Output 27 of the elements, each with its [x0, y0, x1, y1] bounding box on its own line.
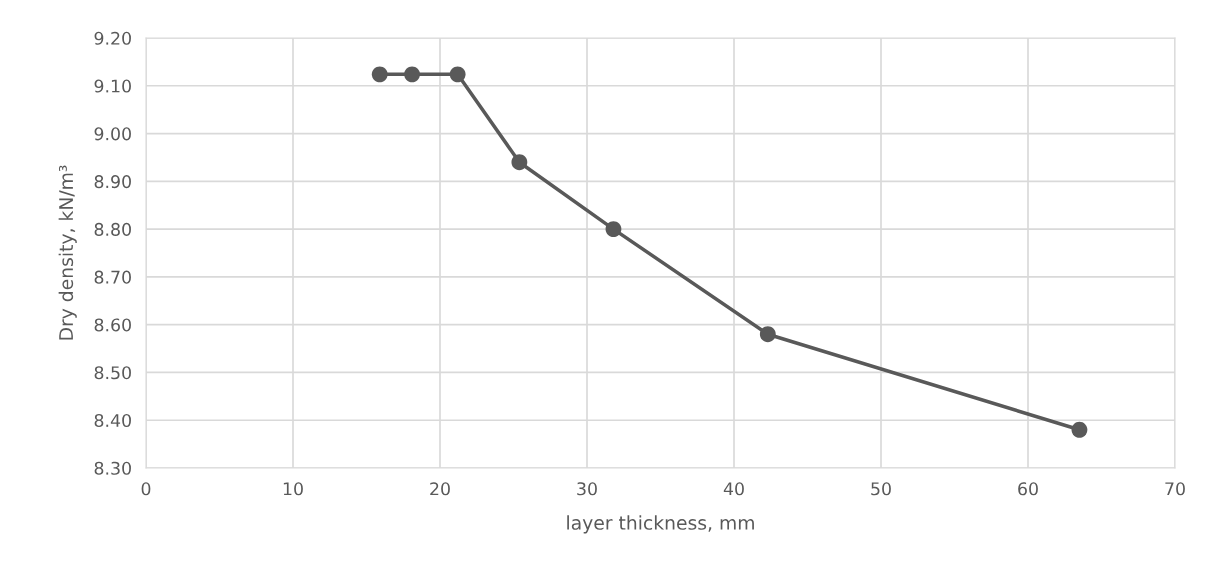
y-tick-label: 8.50	[94, 366, 131, 380]
x-tick-label: 40	[723, 482, 744, 496]
point	[759, 326, 776, 343]
x-tick-label: 10	[283, 482, 303, 496]
y-tick-label: 8.80	[94, 222, 131, 236]
x-tick-label: 20	[430, 482, 450, 496]
y-tick-label: 8.70	[94, 270, 131, 284]
y-tick-label: 9.10	[94, 79, 131, 93]
x-tick-label: 30	[577, 482, 597, 496]
y-axis-title: Dry density, kN/m³	[58, 165, 77, 340]
x-tick-label: 60	[1018, 482, 1038, 496]
y-tick-label: 9.20	[94, 31, 131, 45]
y-tick-label: 8.60	[94, 318, 131, 332]
x-tick-label: 0	[141, 482, 151, 496]
point	[449, 66, 466, 83]
point	[404, 66, 420, 83]
y-tick-label: 8.90	[94, 175, 131, 189]
x-tick-label: 70	[1165, 482, 1185, 496]
x-axis-title: layer thickness, mm	[567, 515, 754, 534]
x-tick-label: 50	[871, 482, 891, 496]
y-tick-label: 8.40	[94, 413, 131, 428]
y-tick-label: 8.30	[94, 461, 131, 475]
point	[511, 154, 528, 171]
y-tick-label: 9.00	[94, 127, 131, 141]
point	[605, 221, 622, 238]
point	[371, 66, 388, 83]
point	[1071, 421, 1088, 438]
